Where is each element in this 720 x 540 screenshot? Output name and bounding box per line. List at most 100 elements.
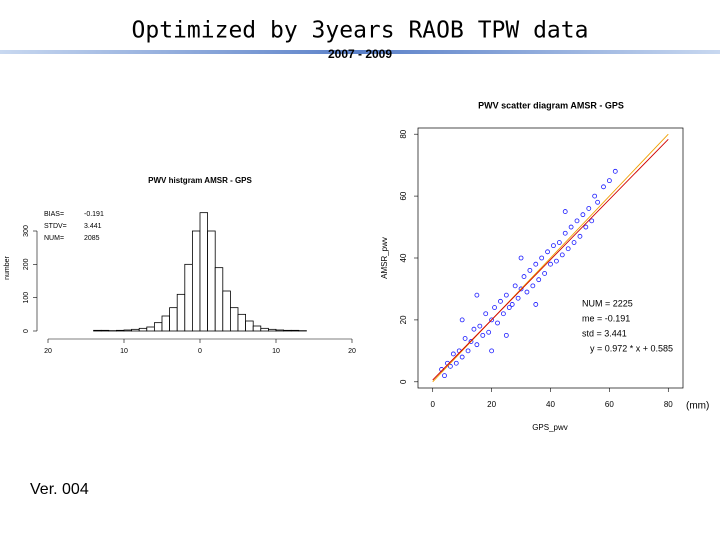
scatter-point — [577, 233, 583, 239]
y-tick-label: 40 — [399, 253, 408, 262]
reference-line — [432, 133, 669, 383]
stat-value: 2085 — [84, 235, 100, 242]
scatter-point — [530, 283, 536, 289]
histogram-bar — [267, 328, 277, 332]
x-axis-label: GPS_pwv — [532, 423, 568, 432]
scatter-point — [503, 332, 509, 338]
scatter-point — [539, 255, 545, 261]
histogram-bar — [245, 320, 254, 332]
unit: (mm) — [686, 401, 709, 412]
histogram-bar — [161, 315, 170, 332]
annotation: me = -0.191 — [582, 313, 630, 323]
x-tick-label: 0 — [430, 400, 435, 409]
scatter-point — [465, 348, 471, 354]
scatter-point — [486, 329, 492, 335]
scatter-point — [606, 178, 612, 184]
scatter-point — [592, 193, 598, 199]
x-tick-label: 80 — [664, 400, 673, 409]
scatter-point — [489, 317, 495, 323]
y-axis-label: number — [4, 255, 11, 279]
histogram-bar — [275, 329, 284, 332]
scatter-point — [586, 206, 592, 211]
histogram-bar — [116, 329, 125, 332]
scatter-point — [506, 305, 512, 310]
title-rule — [0, 50, 720, 54]
scatter-point — [565, 246, 571, 252]
histogram-bar — [153, 322, 163, 332]
scatter-point — [595, 199, 601, 205]
scatter-point — [483, 311, 489, 317]
scatter-point — [562, 209, 568, 214]
histogram-bar — [93, 329, 102, 332]
scatter-point — [536, 277, 542, 283]
histogram-bar — [138, 327, 148, 332]
scatter-point — [453, 360, 459, 366]
y-tick-label: 80 — [399, 129, 408, 138]
histogram-bar — [191, 230, 201, 332]
scatter-point — [489, 348, 495, 354]
histogram-bar — [214, 267, 224, 332]
scatter-point — [533, 261, 539, 267]
scatter-point — [574, 218, 580, 224]
scatter-point — [545, 249, 550, 255]
scatter-point — [515, 295, 521, 301]
scatter-point — [542, 271, 548, 276]
slide-subtitle: 2007 - 2009 — [328, 47, 392, 61]
histogram-bar — [260, 327, 269, 332]
y-tick-label: 0 — [23, 329, 30, 333]
x-tick-label: 10 — [272, 348, 280, 355]
scatter-point — [492, 305, 497, 310]
stat-value: 3.441 — [84, 223, 102, 230]
scatter-point — [474, 292, 480, 298]
histogram-bar — [222, 290, 231, 332]
scatter-point — [562, 230, 568, 236]
y-axis-label: AMSR_pwv — [380, 237, 389, 279]
y-tick-label: 300 — [23, 225, 30, 237]
histogram-bar — [131, 328, 140, 332]
scatter-point — [556, 240, 562, 245]
histogram-bar — [252, 325, 262, 332]
scatter-point — [450, 351, 456, 357]
histogram-bar — [207, 230, 216, 332]
scatter-point — [471, 326, 477, 332]
scatter-point — [548, 261, 553, 267]
scatter-point — [512, 283, 518, 289]
histogram-bar — [176, 293, 186, 332]
stat-label: NUM= — [44, 235, 64, 242]
scatter-point — [583, 224, 589, 230]
histogram-bar — [199, 212, 208, 332]
y-tick-label: 20 — [399, 315, 408, 324]
scatter-point — [477, 323, 483, 329]
y-tick-label: 200 — [23, 258, 30, 270]
annotation: std = 3.441 — [582, 328, 627, 338]
stat-value: -0.191 — [84, 211, 104, 218]
scatter-point — [480, 332, 486, 338]
x-tick-label: 20 — [487, 400, 496, 409]
histogram-bar — [169, 307, 178, 332]
x-tick-label: 20 — [348, 348, 356, 355]
scatter-point — [518, 286, 524, 292]
scatter-point — [571, 240, 577, 245]
scatter-point — [462, 336, 468, 341]
slide-title: Optimized by 3years RAOB TPW data — [132, 18, 589, 44]
scatter-point — [527, 267, 533, 273]
scatter-point — [589, 218, 595, 224]
scatter-point — [459, 317, 465, 323]
chart-title: PWV histgram AMSR - GPS — [148, 176, 252, 185]
histogram-bar — [283, 329, 292, 332]
y-tick-label: 0 — [399, 379, 408, 384]
scatter-point — [568, 224, 574, 230]
histogram-bar — [184, 263, 193, 332]
histogram-bar — [100, 329, 110, 332]
scatter-point — [442, 373, 447, 379]
scatter-point — [559, 252, 565, 258]
scatter-point — [459, 354, 465, 360]
scatter-point — [503, 292, 509, 298]
histogram-bar — [290, 329, 300, 332]
scatter-point — [521, 274, 527, 279]
scatter-point — [601, 184, 606, 190]
scatter-point — [500, 311, 506, 317]
reference-line — [432, 138, 669, 381]
scatter-point — [509, 302, 515, 307]
